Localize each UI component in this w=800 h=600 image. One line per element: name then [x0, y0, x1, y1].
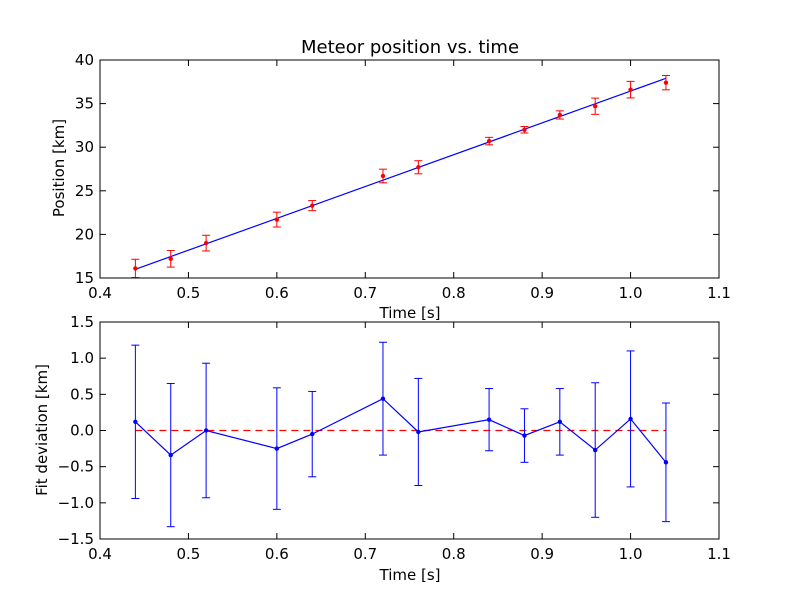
top-data-point	[416, 165, 421, 170]
bottom-x-tick-label: 0.4	[88, 545, 112, 563]
top-plot-frame	[99, 59, 720, 279]
top-data-point	[628, 87, 633, 92]
bottom-data-point	[557, 419, 563, 425]
bottom-y-tick-label: 1.5	[70, 313, 94, 331]
top-y-tick-label: 35	[75, 95, 94, 113]
top-fit-line	[135, 77, 667, 270]
bottom-x-tick-label: 0.6	[265, 545, 289, 563]
top-data-point	[310, 203, 315, 208]
top-data-point	[593, 104, 598, 109]
bottom-data-point	[663, 460, 669, 465]
bottom-y-tick-label: −0.5	[58, 458, 94, 476]
bottom-x-tick-label: 0.5	[176, 545, 200, 563]
top-data-point	[486, 138, 492, 144]
bottom-data-point	[522, 433, 527, 438]
bottom-y-axis-label: Fit deviation [km]	[33, 364, 51, 496]
bottom-x-tick-label: 0.7	[353, 545, 377, 563]
top-x-tick-label: 0.8	[442, 284, 466, 302]
bottom-y-tick-label: 0.5	[70, 385, 94, 403]
top-data-point	[557, 112, 563, 118]
bottom-data-point	[274, 446, 280, 451]
top-x-tick-label: 0.7	[353, 284, 377, 302]
top-x-tick-label: 1.1	[707, 284, 731, 302]
deviation-plot: 0.4 0.5 0.6 0.7 0.8 0.9 1.0 1.1 −1.5 −1.0 −0.5 0.0 0…	[58, 313, 731, 563]
bottom-data-point	[380, 396, 386, 401]
position-plot: 0.4 0.5 0.6 0.7 0.8 0.9 1.0 1.1 15 20 25 30 35 40	[75, 51, 731, 302]
top-y-tick-label: 30	[75, 138, 94, 156]
bottom-data-point	[168, 452, 173, 458]
top-y-tick-label: 20	[75, 225, 94, 243]
bottom-data-point	[416, 429, 421, 435]
bottom-x-tick-label: 1.0	[619, 545, 643, 563]
top-x-tick-label: 1.0	[619, 284, 643, 302]
bottom-data-point	[628, 416, 633, 422]
bottom-data-point	[203, 428, 209, 433]
top-data-point	[380, 173, 386, 179]
bottom-x-tick-label: 0.8	[442, 545, 466, 563]
top-data-point	[663, 80, 669, 85]
top-x-tick-label: 0.4	[88, 284, 112, 302]
bottom-y-tick-label: 0.0	[70, 422, 94, 440]
bottom-data-point	[133, 419, 138, 425]
top-data-point	[522, 127, 527, 132]
top-data-point	[133, 266, 138, 271]
bottom-data-point	[593, 447, 598, 453]
top-data-point	[203, 240, 209, 246]
top-x-tick-label: 0.5	[176, 284, 200, 302]
top-x-tick-label: 0.9	[530, 284, 554, 302]
bottom-x-axis-label: Time [s]	[379, 566, 441, 584]
bottom-y-tick-label: −1.5	[58, 530, 94, 548]
top-y-axis-label: Position [km]	[50, 119, 68, 217]
top-y-tick-label: 25	[75, 182, 94, 200]
top-data-point	[168, 256, 173, 262]
bottom-data-point	[310, 431, 315, 437]
bottom-data-point	[486, 417, 492, 422]
top-y-tick-label: 15	[75, 269, 94, 287]
top-data-point	[274, 217, 280, 222]
bottom-y-tick-label: 1.0	[70, 349, 94, 367]
bottom-y-tick-label: −1.0	[58, 494, 94, 512]
top-x-axis-label: Time [s]	[379, 304, 441, 322]
top-y-tick-label: 40	[75, 51, 94, 69]
chart-title: Meteor position vs. time	[301, 37, 519, 58]
bottom-x-tick-label: 1.1	[707, 545, 731, 563]
top-x-tick-label: 0.6	[265, 284, 289, 302]
bottom-x-tick-label: 0.9	[530, 545, 554, 563]
